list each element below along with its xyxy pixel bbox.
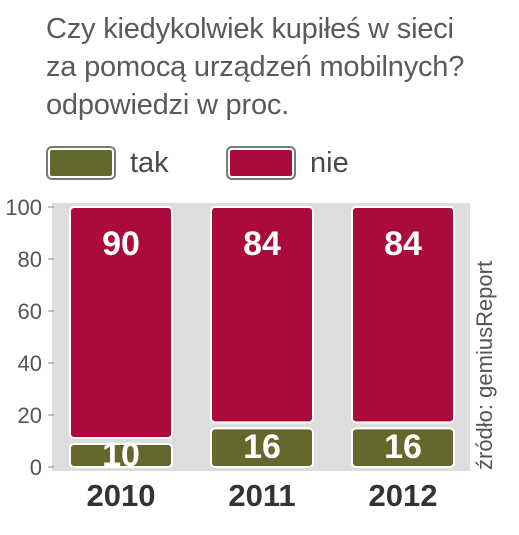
- data-label-tak: 16: [243, 428, 281, 466]
- x-tick-label: 2012: [369, 478, 438, 513]
- y-tick-label: 0: [30, 455, 42, 480]
- bar-nie: [351, 206, 455, 424]
- legend-item-tak: tak: [48, 146, 169, 180]
- y-tick-label: 60: [18, 299, 42, 324]
- data-label-tak: 10: [102, 436, 140, 474]
- data-label-nie: 90: [102, 225, 140, 263]
- source-note: źródło: gemiusReport: [472, 260, 497, 470]
- x-tick-label: 2011: [228, 478, 295, 513]
- bar-tak: [351, 427, 455, 468]
- data-label-nie: 84: [384, 225, 422, 263]
- legend-swatch-tak: [48, 148, 114, 178]
- title-line-3: odpowiedzi w proc.: [46, 89, 290, 121]
- legend-swatch-nie: [228, 148, 294, 178]
- legend-item-nie: nie: [228, 146, 349, 180]
- y-tick-label: 40: [18, 351, 42, 376]
- title-line-1: Czy kiedykolwiek kupiłeś w sieci: [46, 13, 454, 45]
- legend-label-tak: tak: [130, 146, 169, 179]
- data-label-tak: 16: [384, 428, 422, 466]
- chart-title: Czy kiedykolwiek kupiłeś w sieci za pomo…: [46, 10, 506, 124]
- bar-nie: [210, 206, 314, 424]
- y-tick-label: 20: [18, 403, 42, 428]
- y-tick-label: 100: [5, 195, 42, 220]
- data-label-nie: 84: [243, 225, 281, 263]
- x-tick-label: 2010: [87, 478, 156, 513]
- bar-tak: [210, 427, 314, 468]
- bar-nie: [69, 206, 173, 439]
- legend-label-nie: nie: [310, 146, 349, 179]
- y-tick-label: 80: [18, 247, 42, 272]
- title-line-2: za pomocą urządzeń mobilnych?: [46, 51, 465, 83]
- bar-tak: [69, 443, 173, 468]
